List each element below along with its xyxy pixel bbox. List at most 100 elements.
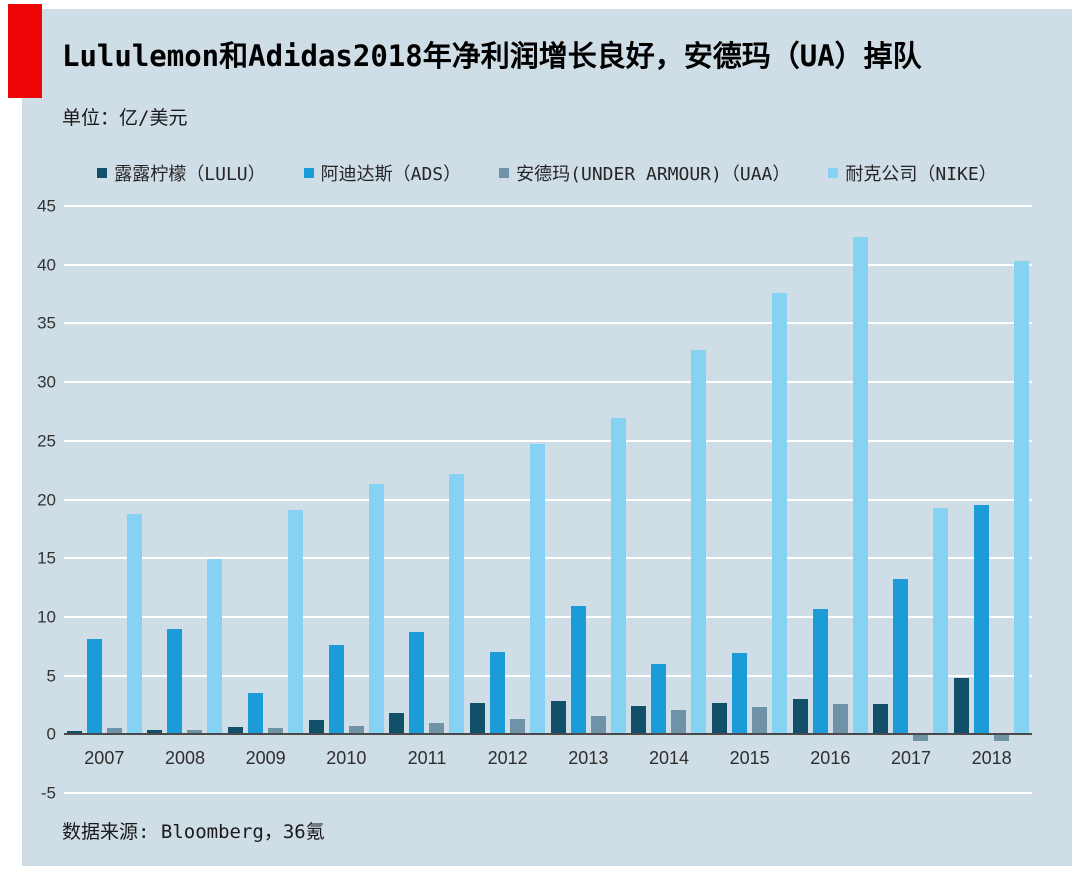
bar-series4-2009 — [288, 510, 304, 735]
page-title: Lululemon和Adidas2018年净利润增长良好，安德玛（UA）掉队 — [62, 39, 922, 73]
bar-group-2012: 2012 — [467, 206, 548, 793]
bar-series4-2018 — [1014, 261, 1030, 735]
bar-series3-2014 — [671, 709, 687, 735]
legend-label: 耐克公司（NIKE） — [845, 164, 997, 185]
chart: 45 40 35 30 25 20 15 10 5 0 -5 2007 2008 2009 2010 2011… — [37, 198, 1032, 802]
bar-series4-2012 — [530, 444, 546, 735]
source-note: 数据来源: Bloomberg，36氪 — [62, 821, 325, 843]
bar-series2-2017 — [893, 579, 909, 735]
bar-group-2013: 2013 — [548, 206, 629, 793]
bar-series3-2016 — [832, 703, 848, 735]
legend-item-2: 阿迪达斯（ADS） — [303, 160, 462, 186]
bar-series4-2008 — [207, 559, 223, 735]
legend-label: 露露柠檬（LULU） — [114, 164, 266, 185]
bar-group-2015: 2015 — [709, 206, 790, 793]
x-tick-label: 2013 — [568, 748, 609, 769]
y-tick-label: 30 — [37, 372, 56, 392]
bar-series4-2011 — [449, 473, 465, 735]
y-tick-label: 40 — [37, 255, 56, 275]
x-axis-line: 0 — [47, 726, 1032, 743]
bar-series1-2017 — [873, 703, 889, 735]
bar-series4-2007 — [126, 513, 142, 735]
x-tick-label: 2015 — [729, 748, 770, 769]
bar-series2-2009 — [248, 693, 264, 735]
bar-series1-2014 — [631, 706, 647, 735]
bar-series3-2009 — [268, 728, 284, 735]
bar-series3-2008 — [187, 729, 203, 735]
legend-swatch-icon — [303, 168, 314, 178]
y-tick-label: 5 — [46, 666, 56, 686]
x-tick-label: 2014 — [648, 748, 689, 769]
bar-series2-2016 — [812, 608, 828, 735]
legend-item-3: 安德玛(UNDER ARMOUR)（UAA） — [499, 160, 790, 186]
bar-group-2008: 2008 — [145, 206, 226, 793]
bar-series4-2015 — [772, 292, 788, 735]
bar-series4-2014 — [691, 350, 707, 735]
bar-series1-2015 — [712, 702, 728, 735]
gridline: 45 — [37, 198, 1032, 215]
bar-series3-2007 — [106, 728, 122, 735]
bar-series1-2011 — [389, 713, 405, 735]
gridline: 5 — [47, 667, 1032, 684]
legend-item-4: 耐克公司（NIKE） — [828, 160, 997, 186]
x-tick-label: 2009 — [245, 748, 286, 769]
bar-group-2009: 2009 — [225, 206, 306, 793]
gridline: 25 — [37, 432, 1032, 449]
bar-series1-2009 — [228, 727, 244, 735]
y-tick-label: 25 — [37, 431, 56, 451]
gridline: 20 — [37, 491, 1032, 508]
bar-series3-2015 — [752, 707, 768, 735]
y-tick-label: 15 — [37, 548, 56, 568]
bar-series2-2008 — [167, 628, 183, 735]
gridline: 30 — [37, 374, 1032, 391]
legend-item-1: 露露柠檬（LULU） — [97, 160, 266, 186]
bar-series2-2015 — [732, 653, 748, 735]
y-tick-label: 20 — [37, 490, 56, 509]
bar-series2-2014 — [651, 663, 667, 735]
x-tick-label: 2008 — [164, 748, 205, 769]
bar-series1-2007 — [66, 730, 82, 735]
y-tick-label: -5 — [40, 783, 56, 803]
red-accent-block — [8, 4, 42, 98]
x-tick-label: 2010 — [326, 748, 367, 769]
y-tick-label: 35 — [37, 313, 56, 333]
x-tick-label: 2017 — [890, 748, 931, 769]
bar-group-2018: 2018 — [951, 206, 1032, 793]
legend-label: 安德玛(UNDER ARMOUR)（UAA） — [516, 164, 791, 185]
bar-series3-2011 — [429, 722, 445, 735]
y-tick-label: 0 — [46, 724, 56, 744]
bar-series4-2013 — [610, 418, 626, 735]
x-tick-label: 2016 — [810, 748, 851, 769]
bar-series1-2010 — [308, 720, 324, 735]
gridline: 35 — [37, 315, 1032, 332]
gridline: 10 — [37, 608, 1032, 625]
legend-swatch-icon — [499, 168, 510, 178]
y-tick-label: 45 — [37, 196, 56, 216]
bar-series3-2012 — [510, 719, 526, 735]
x-tick-label: 2018 — [971, 748, 1012, 769]
chart-panel: Lululemon和Adidas2018年净利润增长良好，安德玛（UA）掉队 单… — [22, 9, 1072, 866]
bar-group-2011: 2011 — [387, 206, 468, 793]
bar-group-2007: 2007 — [64, 206, 145, 793]
legend: 露露柠檬（LULU） 阿迪达斯（ADS） 安德玛(UNDER ARMOUR)（UAA… — [22, 160, 1072, 186]
legend-label: 阿迪达斯（ADS） — [320, 164, 462, 185]
bar-series2-2012 — [490, 652, 506, 735]
bar-series1-2013 — [550, 701, 566, 735]
bar-series1-2016 — [792, 699, 808, 735]
unit-label: 单位：亿/美元 — [62, 107, 188, 129]
bar-series1-2018 — [954, 677, 970, 735]
gridline: -5 — [41, 785, 1032, 802]
bar-series3-2010 — [348, 726, 364, 735]
gridline: 40 — [37, 256, 1032, 273]
bar-series3-2013 — [590, 715, 606, 735]
bar-series3-2017 — [913, 735, 929, 742]
bar-group-2010: 2010 — [306, 206, 387, 793]
bar-series2-2013 — [570, 606, 586, 735]
bar-group-2014: 2014 — [629, 206, 710, 793]
bar-series4-2010 — [368, 484, 384, 735]
y-tick-label: 10 — [37, 607, 56, 627]
x-tick-label: 2012 — [487, 748, 528, 769]
gridline: 15 — [37, 550, 1032, 567]
x-tick-label: 2011 — [407, 748, 447, 769]
bar-series2-2011 — [409, 632, 425, 735]
